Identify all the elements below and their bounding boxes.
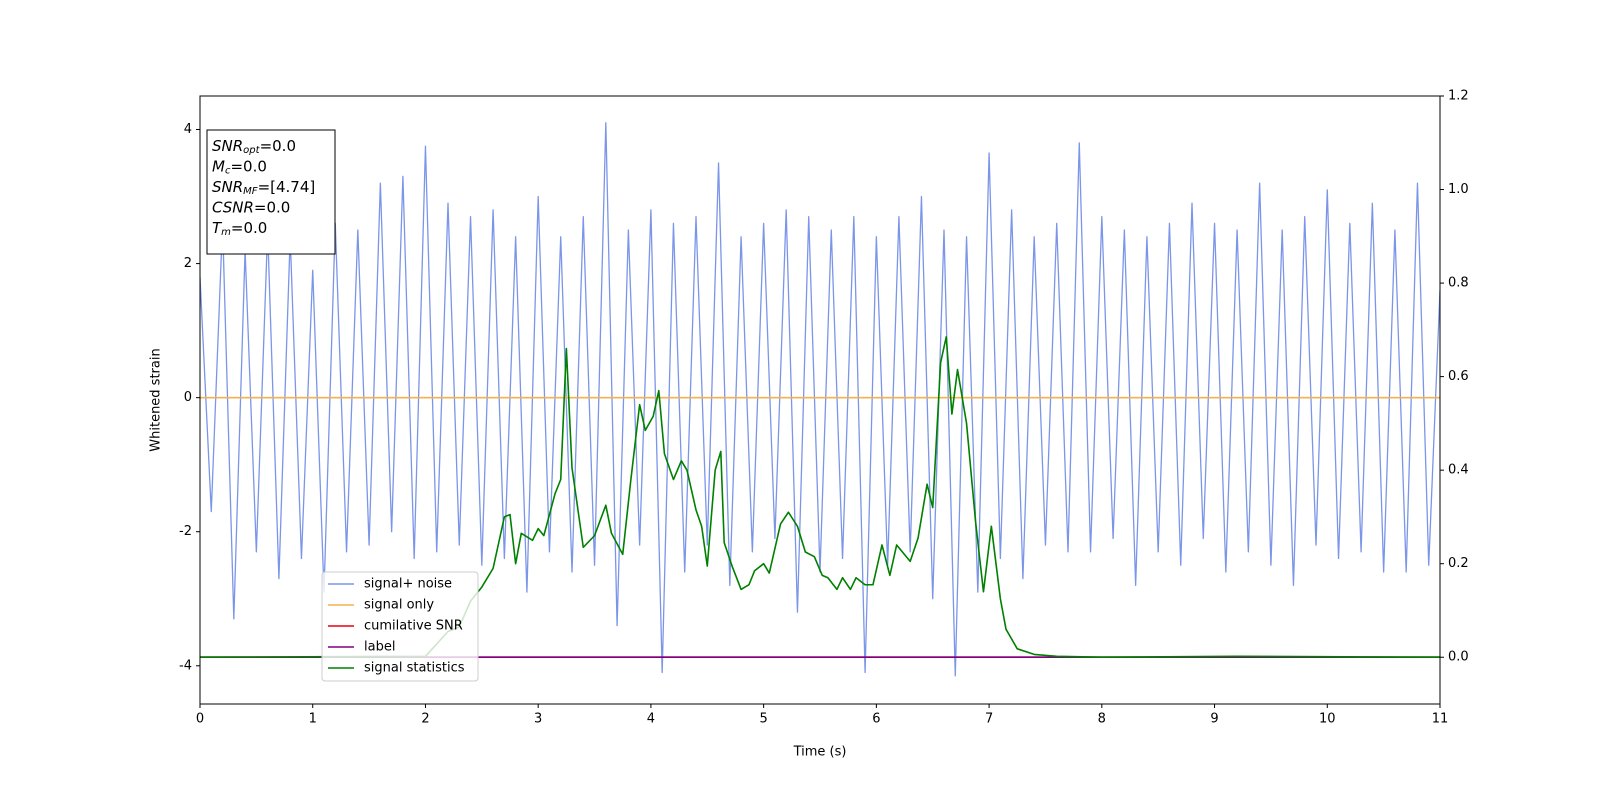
y2-tick-label: 0.4 xyxy=(1448,463,1469,478)
annotation-text: =0.0 xyxy=(230,157,266,175)
x-tick-label: 8 xyxy=(1098,712,1106,727)
annotation-subscript: c xyxy=(225,166,231,177)
y-tick-label: -4 xyxy=(179,658,192,673)
y-axis-label: Whitened strain xyxy=(149,348,164,451)
annotation-symbol: T xyxy=(212,219,223,237)
y2-tick-label: 1.0 xyxy=(1448,182,1469,197)
x-tick-label: 1 xyxy=(309,712,317,727)
annotation-symbol: SNR xyxy=(212,137,243,155)
annotation-text: =0.0 xyxy=(260,137,296,155)
legend-label: signal only xyxy=(364,598,434,613)
annotation-symbol: M xyxy=(212,157,225,175)
x-tick-label: 7 xyxy=(985,712,993,727)
annotation: CSNR=0.0 xyxy=(212,198,290,216)
x-tick-label: 9 xyxy=(1210,712,1218,727)
y-tick-label: 2 xyxy=(184,256,192,271)
y2-tick-label: 0.2 xyxy=(1448,556,1469,571)
x-tick-label: 2 xyxy=(421,712,429,727)
y-tick-label: -2 xyxy=(179,524,192,539)
y2-tick-label: 0.0 xyxy=(1448,650,1469,665)
legend-label: signal+ noise xyxy=(364,577,452,592)
x-tick-label: 10 xyxy=(1319,712,1336,727)
x-tick-label: 3 xyxy=(534,712,542,727)
annotation: SNRopt=0.0 xyxy=(212,137,296,157)
annotation-text: =0.0 xyxy=(231,219,267,237)
x-axis-label: Time (s) xyxy=(793,745,847,760)
legend-label: signal statistics xyxy=(364,661,465,676)
legend-label: label xyxy=(364,640,395,655)
annotation-symbol: SNR xyxy=(212,178,243,196)
legend-label: cumilative SNR xyxy=(364,619,463,634)
y2-tick-label: 1.2 xyxy=(1448,89,1469,104)
annotation: SNRMF=[4.74] xyxy=(212,178,315,198)
x-tick-label: 6 xyxy=(872,712,880,727)
series-line xyxy=(200,336,1440,659)
y-tick-label: 0 xyxy=(184,390,192,405)
legend: signal+ noise signal only cumilative SNR la… xyxy=(321,571,479,682)
annotation: Mc=0.0 xyxy=(212,157,267,177)
annotation: Tm=0.0 xyxy=(212,219,267,239)
x-tick-label: 4 xyxy=(647,712,655,727)
plot-frame xyxy=(199,95,1441,705)
x-tick-label: 11 xyxy=(1432,712,1449,727)
annotation-subscript: m xyxy=(221,227,231,238)
annotation-subscript: MF xyxy=(243,186,258,197)
x-tick-label: 5 xyxy=(759,712,767,727)
y2-tick-label: 0.6 xyxy=(1448,369,1469,384)
legend-frame xyxy=(321,571,479,682)
annotation-subscript: opt xyxy=(243,145,260,156)
x-tick-label: 0 xyxy=(196,712,204,727)
annotation-symbol: CSNR xyxy=(212,198,254,216)
annotation-box: SNRopt=0.0Mc=0.0SNRMF=[4.74]CSNR=0.0Tm=0… xyxy=(206,129,336,255)
annotation-text: =[4.74] xyxy=(258,178,316,196)
y-tick-label: 4 xyxy=(184,122,192,137)
y2-tick-label: 0.8 xyxy=(1448,276,1469,291)
annotation-text: =0.0 xyxy=(254,198,290,216)
annotation-frame xyxy=(206,129,336,255)
